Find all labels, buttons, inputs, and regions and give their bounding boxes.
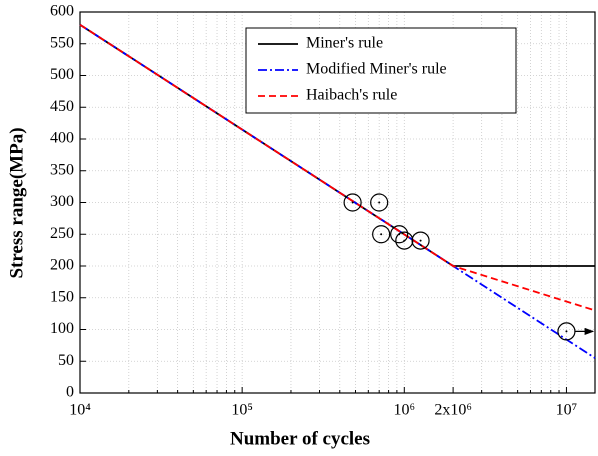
y-tick-label: 250 bbox=[50, 225, 74, 242]
x-tick-label: 2x10⁶ bbox=[434, 402, 472, 419]
x-tick-label: 10⁴ bbox=[69, 402, 91, 419]
test-point-circle bbox=[370, 193, 389, 212]
y-tick-label: 550 bbox=[50, 34, 74, 51]
test-point-dot bbox=[419, 239, 422, 242]
legend-label: Miner's rule bbox=[306, 35, 383, 52]
test-point-circle bbox=[390, 225, 409, 244]
y-tick-label: 0 bbox=[66, 384, 74, 401]
x-axis-title: Number of cycles bbox=[230, 428, 370, 449]
test-point bbox=[343, 193, 362, 212]
test-point bbox=[395, 231, 414, 250]
test-point bbox=[557, 322, 576, 341]
test-point-circle bbox=[343, 193, 362, 212]
y-tick-label: 450 bbox=[50, 98, 74, 115]
test-point-circle bbox=[372, 225, 391, 244]
y-tick-label: 150 bbox=[50, 288, 74, 305]
y-tick-label: 50 bbox=[58, 352, 74, 369]
legend-label: Modified Miner's rule bbox=[306, 61, 447, 78]
y-tick-label: 350 bbox=[50, 161, 74, 178]
legend-label: Haibach's rule bbox=[306, 87, 397, 104]
test-point-circle bbox=[411, 231, 430, 250]
y-tick-label: 400 bbox=[50, 130, 74, 147]
x-tick-label: 10⁷ bbox=[556, 402, 578, 419]
test-point-dot bbox=[565, 330, 568, 333]
test-point-dot bbox=[351, 201, 354, 204]
test-point-dot bbox=[403, 239, 406, 242]
test-point bbox=[411, 231, 430, 250]
test-point-dot bbox=[380, 233, 383, 236]
y-tick-label: 200 bbox=[50, 257, 74, 274]
test-point bbox=[372, 225, 391, 244]
x-tick-label: 10⁶ bbox=[394, 402, 416, 419]
plot-frame bbox=[79, 11, 596, 394]
x-tick-label: 10⁵ bbox=[231, 402, 253, 419]
legend-box bbox=[245, 27, 517, 114]
series-line bbox=[79, 23, 596, 312]
test-point-circle bbox=[395, 231, 414, 250]
y-axis-title: Stress range(MPa) bbox=[6, 127, 27, 278]
test-point bbox=[370, 193, 389, 212]
y-tick-label: 600 bbox=[50, 3, 74, 20]
y-tick-label: 300 bbox=[50, 193, 74, 210]
test-point-dot bbox=[378, 201, 381, 204]
y-tick-label: 500 bbox=[50, 66, 74, 83]
y-tick-label: 100 bbox=[50, 320, 74, 337]
